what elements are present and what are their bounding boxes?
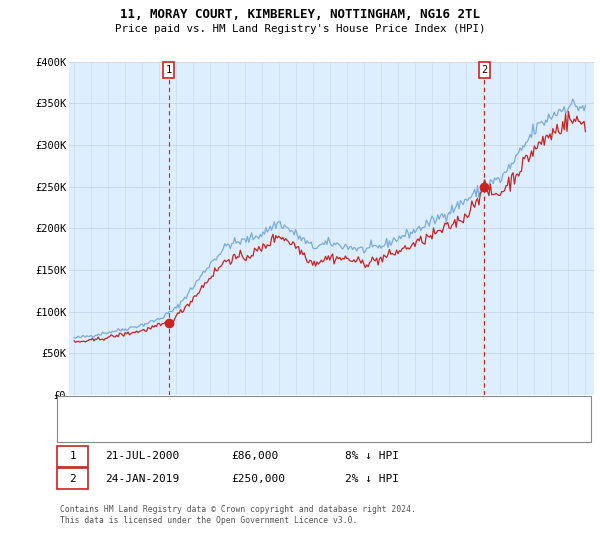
Text: 1: 1 [69,451,76,461]
Text: 21-JUL-2000: 21-JUL-2000 [105,451,179,461]
Text: 24-JAN-2019: 24-JAN-2019 [105,474,179,484]
Text: ——: —— [75,423,89,433]
Text: Price paid vs. HM Land Registry's House Price Index (HPI): Price paid vs. HM Land Registry's House … [115,24,485,34]
Text: 2% ↓ HPI: 2% ↓ HPI [345,474,399,484]
Text: HPI: Average price, detached house, Broxtowe: HPI: Average price, detached house, Brox… [114,424,367,433]
Text: 8% ↓ HPI: 8% ↓ HPI [345,451,399,461]
Text: ——: —— [75,405,89,416]
Text: 1: 1 [166,65,172,75]
Text: £250,000: £250,000 [231,474,285,484]
Text: £86,000: £86,000 [231,451,278,461]
Text: Contains HM Land Registry data © Crown copyright and database right 2024.
This d: Contains HM Land Registry data © Crown c… [60,505,416,525]
Text: 2: 2 [481,65,488,75]
Text: 2: 2 [69,474,76,484]
Text: 11, MORAY COURT, KIMBERLEY, NOTTINGHAM, NG16 2TL: 11, MORAY COURT, KIMBERLEY, NOTTINGHAM, … [120,8,480,21]
Text: 11, MORAY COURT, KIMBERLEY, NOTTINGHAM, NG16 2TL (detached house): 11, MORAY COURT, KIMBERLEY, NOTTINGHAM, … [114,406,488,415]
